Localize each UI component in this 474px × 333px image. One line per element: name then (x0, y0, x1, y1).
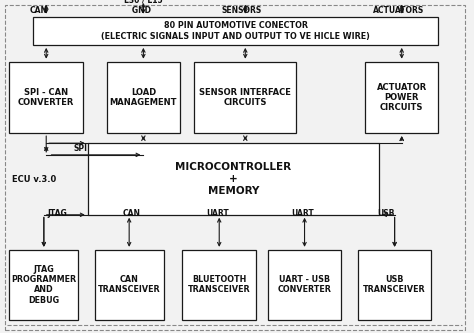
Text: CAN: CAN (29, 6, 47, 15)
Text: JTAG: JTAG (47, 209, 67, 218)
Text: CAN: CAN (122, 209, 140, 218)
Bar (88, 143, 379, 215)
Text: UART: UART (292, 209, 314, 218)
Text: SPI: SPI (73, 144, 88, 153)
Text: SENSORS: SENSORS (221, 6, 262, 15)
Text: UART - USB
CONVERTER: UART - USB CONVERTER (278, 275, 331, 294)
Text: MICROCONTROLLER
+
MEMORY: MICROCONTROLLER + MEMORY (175, 163, 292, 195)
Text: SENSOR INTERFACE
CIRCUITS: SENSOR INTERFACE CIRCUITS (200, 88, 291, 107)
Bar (194, 62, 296, 133)
Text: SPI - CAN
CONVERTER: SPI - CAN CONVERTER (18, 88, 74, 107)
Text: L30 / L15
   GND: L30 / L15 GND (124, 0, 163, 15)
Text: JTAG
PROGRAMMER
AND
DEBUG: JTAG PROGRAMMER AND DEBUG (11, 265, 76, 305)
Bar (182, 250, 256, 320)
Text: USB
TRANSCEIVER: USB TRANSCEIVER (363, 275, 426, 294)
Text: 80 PIN AUTOMOTIVE CONECTOR
(ELECTRIC SIGNALS INPUT AND OUTPUT TO VE HICLE WIRE): 80 PIN AUTOMOTIVE CONECTOR (ELECTRIC SIG… (101, 21, 370, 41)
Bar (358, 250, 431, 320)
Text: ACTUATOR
POWER
CIRCUITS: ACTUATOR POWER CIRCUITS (376, 83, 427, 112)
Bar (33, 17, 438, 45)
Text: USB: USB (377, 209, 394, 218)
Bar (95, 250, 164, 320)
Bar (365, 62, 438, 133)
Text: ECU v.3.0: ECU v.3.0 (12, 175, 56, 184)
Bar (9, 62, 83, 133)
Text: ACTUATORS: ACTUATORS (374, 6, 425, 15)
Bar (107, 62, 180, 133)
Text: UART: UART (206, 209, 229, 218)
Text: CAN
TRANSCEIVER: CAN TRANSCEIVER (98, 275, 161, 294)
Bar (268, 250, 341, 320)
Text: LOAD
MANAGEMENT: LOAD MANAGEMENT (109, 88, 177, 107)
Text: BLUETOOTH
TRANSCEIVER: BLUETOOTH TRANSCEIVER (188, 275, 251, 294)
Bar (9, 250, 78, 320)
